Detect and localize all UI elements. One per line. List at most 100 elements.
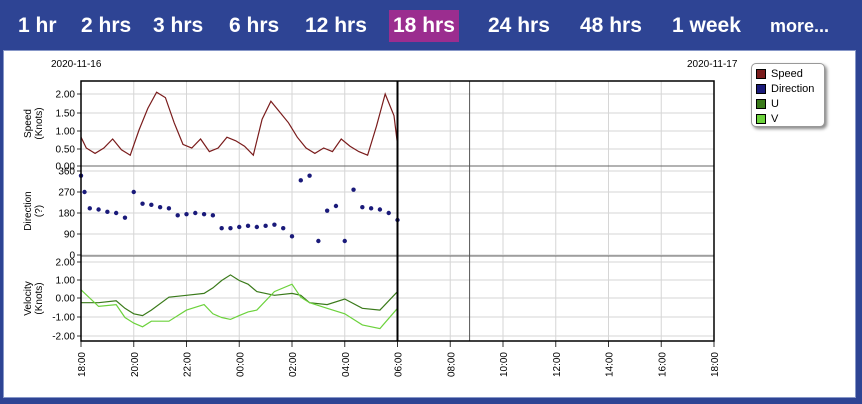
x-tick-label: 10:00 (499, 352, 510, 377)
legend-item: V (756, 111, 820, 126)
direction-point (272, 222, 277, 227)
y-axis-title: Speed (23, 109, 34, 138)
direction-point (210, 213, 216, 218)
direction-point (96, 207, 101, 212)
tab-18-hrs[interactable]: 18 hrs (389, 10, 459, 42)
x-tick-label: 12:00 (552, 352, 563, 377)
y-tick-label: 1.00 (56, 276, 76, 287)
direction-point (184, 211, 189, 217)
legend-swatch (756, 113, 766, 124)
direction-point (368, 206, 374, 211)
direction-point (289, 234, 295, 239)
legend-item: Speed (756, 66, 820, 81)
direction-point (166, 206, 172, 211)
direction-point (254, 224, 260, 230)
direction-point (113, 210, 119, 216)
direction-point (228, 225, 233, 231)
tab-1-hr[interactable]: 1 hr (18, 14, 57, 37)
y-tick-label: 1.50 (56, 109, 76, 120)
legend-label: U (771, 97, 779, 110)
legend-swatch (756, 68, 766, 79)
chart-panel: 18:00 20:00 22:00 00:00 02:00 04:00 06:00 08:00… (3, 50, 856, 398)
x-tick-label: 20:00 (130, 352, 141, 377)
tab-48-hrs[interactable]: 48 hrs (580, 14, 642, 37)
legend-swatch (756, 83, 766, 94)
tab-6-hrs[interactable]: 6 hrs (229, 14, 280, 37)
y-tick-label: 0.00 (56, 162, 76, 173)
direction-point (201, 211, 207, 217)
y-axis-title: Direction (23, 191, 34, 230)
x-tick-label: 04:00 (341, 352, 352, 377)
x-tick-label: 16:00 (657, 352, 668, 377)
direction-point (298, 178, 303, 183)
series-speed-line (80, 91, 399, 157)
tab-24-hrs[interactable]: 24 hrs (488, 14, 550, 37)
x-tick-label: 02:00 (288, 352, 299, 377)
chart-svg: 18:00 20:00 22:00 00:00 02:00 04:00 06:00 08:00… (23, 59, 738, 377)
legend-label: Speed (771, 67, 803, 80)
direction-point (105, 209, 110, 215)
x-tick-label: 18:00 (710, 352, 721, 377)
time-range-tabs: 1 hr 2 hrs 3 hrs 6 hrs 12 hrs 18 hrs 24 hrs 48 … (0, 0, 862, 50)
direction-point (386, 210, 391, 216)
y-tick-label: 0.50 (56, 145, 76, 156)
direction-point (360, 204, 365, 210)
direction-point (157, 204, 163, 210)
direction-point (87, 206, 92, 211)
tab-2-hrs[interactable]: 2 hrs (81, 14, 132, 37)
x-tick-label: 14:00 (605, 352, 616, 377)
y-tick-label: 2.00 (56, 90, 76, 101)
date-label-left: 2020-11-16 (51, 59, 102, 70)
direction-point (175, 213, 180, 218)
y-tick-label: 180 (58, 209, 75, 220)
y-axis-title: Velocity (23, 281, 34, 315)
tab-more[interactable]: more... (770, 16, 830, 36)
tab-12-hrs[interactable]: 12 hrs (305, 14, 367, 37)
y-tick-label: 360 (58, 167, 75, 178)
direction-point (307, 173, 312, 178)
direction-point (82, 189, 87, 195)
legend-swatch (756, 98, 766, 109)
y-tick-label: 0.00 (56, 294, 76, 305)
y-tick-label: -2.00 (52, 332, 75, 343)
direction-point (131, 189, 136, 195)
y-tick-label: 90 (64, 230, 76, 241)
direction-point (324, 208, 330, 213)
series-u-line (81, 274, 398, 317)
y-tick-label: 270 (58, 188, 75, 199)
date-label-right: 2020-11-17 (687, 59, 738, 70)
x-tick-label: 18:00 (77, 352, 88, 377)
x-tick-label: 06:00 (394, 352, 405, 377)
y-tick-label: 1.00 (56, 127, 76, 138)
tab-1-week[interactable]: 1 week (672, 14, 741, 37)
direction-point (342, 238, 347, 244)
legend-label: Direction (771, 82, 815, 95)
direction-point (263, 223, 268, 229)
series-v-line (80, 283, 398, 330)
x-tick-label: 00:00 (235, 352, 246, 377)
direction-point (193, 210, 198, 216)
chart-legend: Speed Direction U V (751, 63, 825, 127)
direction-point (281, 225, 286, 231)
direction-point (122, 215, 128, 220)
direction-point (149, 202, 154, 208)
y-tick-label: 0 (69, 251, 75, 262)
direction-point (245, 223, 251, 229)
direction-point (377, 207, 383, 212)
legend-label: V (771, 112, 779, 125)
x-tick-label: 22:00 (183, 352, 194, 377)
direction-point (219, 225, 224, 231)
y-axis-title: (Knots) (34, 107, 45, 139)
direction-point (351, 187, 356, 192)
legend-item: U (756, 96, 820, 111)
direction-point (316, 238, 321, 244)
direction-point (333, 203, 339, 209)
direction-point (237, 224, 242, 230)
legend-item: Direction (756, 81, 820, 96)
y-tick-label: 2.00 (56, 258, 76, 269)
plot-border (80, 80, 715, 342)
direction-point (140, 201, 145, 206)
y-axis-title: (?) (34, 205, 45, 217)
tab-3-hrs[interactable]: 3 hrs (153, 14, 204, 37)
y-axis-title: (Knots) (34, 282, 45, 314)
